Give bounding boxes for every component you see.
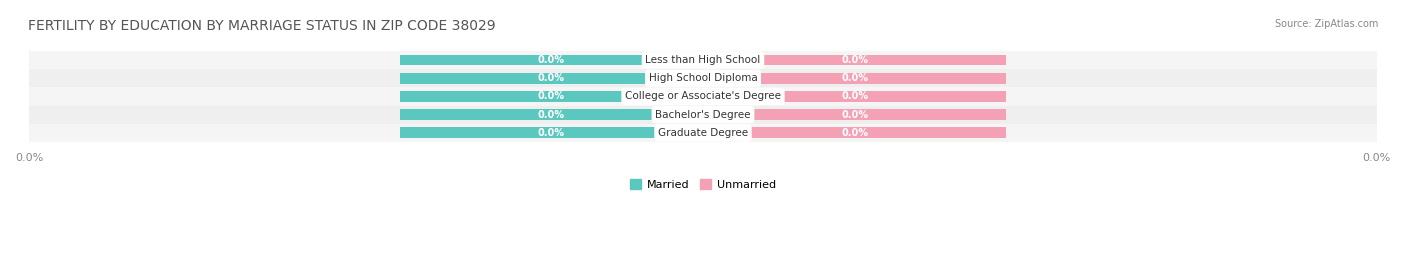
Bar (30, 69, 1376, 87)
Text: 0.0%: 0.0% (538, 128, 565, 138)
Bar (703, 73, 1007, 84)
Text: Bachelor's Degree: Bachelor's Degree (655, 110, 751, 120)
Text: 0.0%: 0.0% (538, 110, 565, 120)
Text: 0.0%: 0.0% (841, 110, 868, 120)
Legend: Married, Unmarried: Married, Unmarried (626, 175, 780, 194)
Text: 0.0%: 0.0% (538, 91, 565, 101)
Bar (703, 128, 1007, 138)
Bar (399, 55, 703, 65)
Text: 0.0%: 0.0% (538, 55, 565, 65)
Bar (703, 55, 1007, 65)
Bar (30, 51, 1376, 69)
Text: 0.0%: 0.0% (841, 128, 868, 138)
Bar (703, 91, 1007, 102)
Bar (703, 109, 1007, 120)
Text: 0.0%: 0.0% (841, 91, 868, 101)
Text: Graduate Degree: Graduate Degree (658, 128, 748, 138)
Bar (30, 87, 1376, 105)
Bar (399, 73, 703, 84)
Bar (30, 105, 1376, 124)
Bar (399, 91, 703, 102)
Text: 0.0%: 0.0% (538, 73, 565, 83)
Bar (30, 124, 1376, 142)
Text: Less than High School: Less than High School (645, 55, 761, 65)
Text: College or Associate's Degree: College or Associate's Degree (626, 91, 780, 101)
Text: FERTILITY BY EDUCATION BY MARRIAGE STATUS IN ZIP CODE 38029: FERTILITY BY EDUCATION BY MARRIAGE STATU… (28, 19, 496, 33)
Bar (399, 128, 703, 138)
Text: High School Diploma: High School Diploma (648, 73, 758, 83)
Text: 0.0%: 0.0% (841, 73, 868, 83)
Text: 0.0%: 0.0% (841, 55, 868, 65)
Bar (399, 109, 703, 120)
Text: Source: ZipAtlas.com: Source: ZipAtlas.com (1274, 19, 1378, 29)
